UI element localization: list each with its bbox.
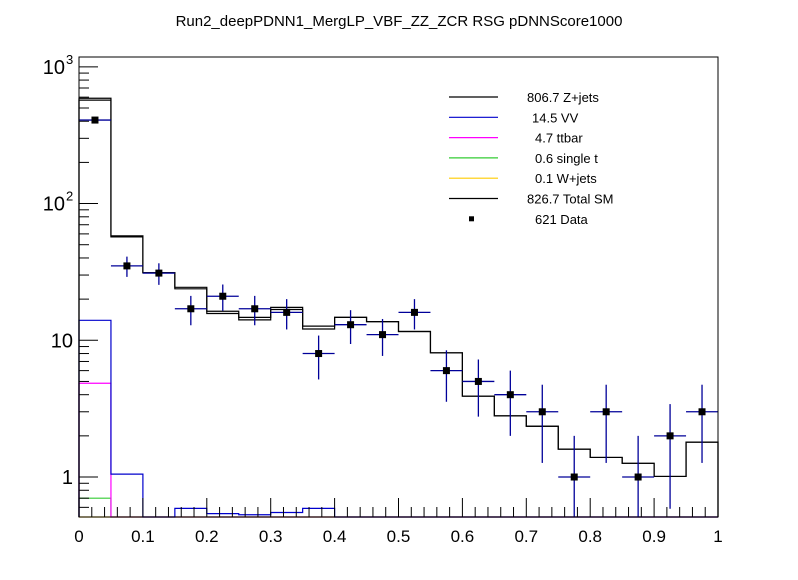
- data-point: [686, 384, 718, 463]
- data-point: [334, 310, 367, 344]
- y-tick-label: 10: [51, 330, 73, 352]
- y-tick-base: 10: [51, 330, 73, 352]
- data-point: [238, 295, 271, 326]
- data-point-marker: [347, 321, 355, 329]
- legend-entry-ttbar: 4.7 ttbar: [449, 131, 583, 146]
- data-point-marker: [379, 331, 387, 339]
- data-point: [174, 295, 207, 326]
- data-point: [206, 284, 239, 311]
- data-point: [79, 116, 111, 124]
- y-tick-base: 1: [62, 467, 73, 489]
- legend-label-data: 621 Data: [535, 212, 589, 227]
- data-point-marker: [474, 377, 482, 385]
- data-point: [590, 384, 623, 463]
- x-tick-label: 0.2: [195, 527, 219, 546]
- x-tick-label: 0.5: [387, 527, 411, 546]
- data-point-marker: [123, 262, 131, 270]
- x-tick-label: 0.1: [131, 527, 155, 546]
- data-point-marker: [410, 308, 418, 316]
- y-tick-base: 10: [43, 194, 65, 216]
- legend-entry-total-sm: 826.7 Total SM: [449, 192, 613, 207]
- legend-label-total-sm: 826.7 Total SM: [527, 192, 613, 207]
- x-tick-label: 1: [713, 527, 722, 546]
- data-point: [622, 435, 655, 517]
- y-tick-label: 1: [62, 467, 73, 489]
- legend-entry-vv: 14.5 VV: [449, 110, 579, 125]
- data-points-layer: [79, 116, 718, 517]
- legend-entry-single-t: 0.6 single t: [449, 151, 598, 166]
- data-point-marker: [602, 408, 610, 416]
- legend-label-z-jets: 806.7 Z+jets: [527, 90, 599, 105]
- x-tick-label: 0.8: [578, 527, 602, 546]
- legend-entry-data: 621 Data: [469, 212, 589, 227]
- data-point: [558, 435, 591, 517]
- x-tick-label: 0.7: [514, 527, 538, 546]
- x-tick-label: 0.6: [451, 527, 475, 546]
- data-point-marker: [91, 116, 99, 124]
- y-tick-label: 10 3: [43, 52, 73, 79]
- legend-entry-w-jets: 0.1 W+jets: [449, 171, 597, 186]
- legend-label-ttbar: 4.7 ttbar: [535, 131, 583, 146]
- y-tick-base: 10: [43, 57, 65, 79]
- data-point-marker: [283, 308, 291, 316]
- data-point: [398, 299, 431, 330]
- legend-label-vv: 14.5 VV: [532, 110, 579, 125]
- data-point: [494, 370, 527, 436]
- data-point: [462, 359, 495, 417]
- series-vv-histogram: [78, 319, 718, 518]
- legend-entry-z-jets: 806.7 Z+jets: [449, 90, 599, 105]
- x-tick-label: 0.4: [323, 527, 347, 546]
- data-point: [302, 335, 335, 380]
- data-point: [366, 318, 399, 356]
- data-point-marker: [187, 305, 195, 313]
- y-tick-exponent: 3: [66, 52, 73, 67]
- histogram-layer: [78, 97, 719, 518]
- data-point-marker: [315, 350, 323, 358]
- legend: 806.7 Z+jets 14.5 VV 4.7 ttbar 0.6 single t…: [449, 90, 613, 227]
- data-point: [270, 299, 303, 330]
- legend-label-w-jets: 0.1 W+jets: [535, 171, 597, 186]
- data-point-marker: [155, 269, 163, 277]
- data-point-marker: [219, 292, 227, 300]
- data-point-marker: [666, 432, 674, 440]
- data-point-marker: [634, 473, 642, 481]
- data-point: [430, 350, 463, 402]
- data-point-marker: [570, 473, 578, 481]
- series-total-sm-histogram: [78, 97, 719, 517]
- y-tick-label: 10 2: [43, 189, 73, 216]
- data-point-marker: [251, 305, 259, 313]
- legend-marker-data: [469, 216, 474, 222]
- x-tick-label: 0: [74, 527, 83, 546]
- data-point-marker: [698, 408, 706, 416]
- data-point-marker: [506, 391, 514, 399]
- chart-title: Run2_deepPDNN1_MergLP_VBF_ZZ_ZCR RSG pDN…: [176, 13, 623, 30]
- data-point-marker: [538, 408, 546, 416]
- data-point: [654, 404, 687, 509]
- series-ttbar-histogram: [78, 382, 718, 518]
- data-point: [142, 263, 175, 285]
- x-tick-label: 0.9: [642, 527, 666, 546]
- data-point: [110, 256, 143, 277]
- x-tick-label: 0.3: [259, 527, 283, 546]
- data-point-marker: [442, 367, 450, 375]
- data-point: [526, 384, 559, 463]
- y-tick-exponent: 2: [66, 189, 73, 204]
- legend-label-single-t: 0.6 single t: [535, 151, 598, 166]
